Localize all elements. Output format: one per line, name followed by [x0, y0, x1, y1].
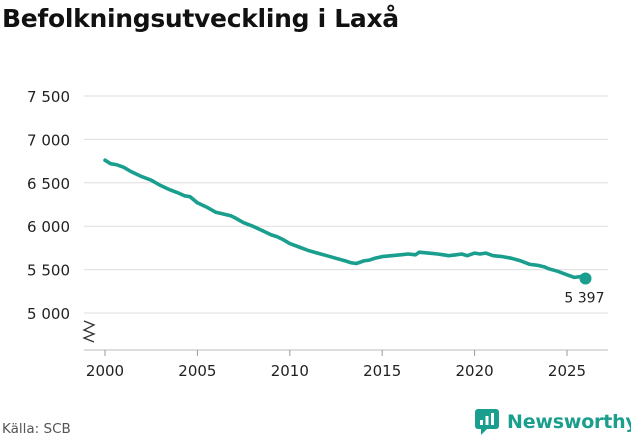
last-value-label: 5 397: [564, 291, 604, 307]
x-tick-label: 2015: [363, 362, 401, 380]
x-tick-label: 2005: [178, 362, 216, 380]
y-tick-label: 7 500: [27, 88, 70, 106]
newsworthy-logo-icon: [475, 409, 499, 435]
x-tick-label: 2000: [86, 362, 124, 380]
axis-break-icon: [82, 320, 96, 343]
y-tick-label: 5 500: [27, 262, 70, 280]
y-tick-label: 7 000: [27, 131, 70, 149]
x-tick-label: 2010: [271, 362, 309, 380]
y-tick-label: 6 000: [27, 218, 70, 236]
chart-title: Befolkningsutveckling i Laxå: [2, 4, 399, 33]
gridlines: [84, 95, 608, 314]
y-tick-label: 5 000: [27, 305, 70, 323]
x-tick-label: 2025: [548, 362, 586, 380]
x-axis-ticks: 2000 2005 2010 2015 2020 2025: [86, 350, 586, 380]
y-axis-ticks: 5 000 5 500 6 000 6 500 7 000 7 500: [27, 88, 70, 323]
population-line: [103, 158, 588, 281]
x-tick-label: 2020: [456, 362, 494, 380]
y-tick-label: 6 500: [27, 175, 70, 193]
brand-logo: Newsworthy: [475, 409, 631, 435]
brand-name: Newsworthy: [507, 411, 631, 433]
source-note: Källa: SCB: [2, 421, 71, 437]
last-value-dot: [579, 272, 592, 285]
